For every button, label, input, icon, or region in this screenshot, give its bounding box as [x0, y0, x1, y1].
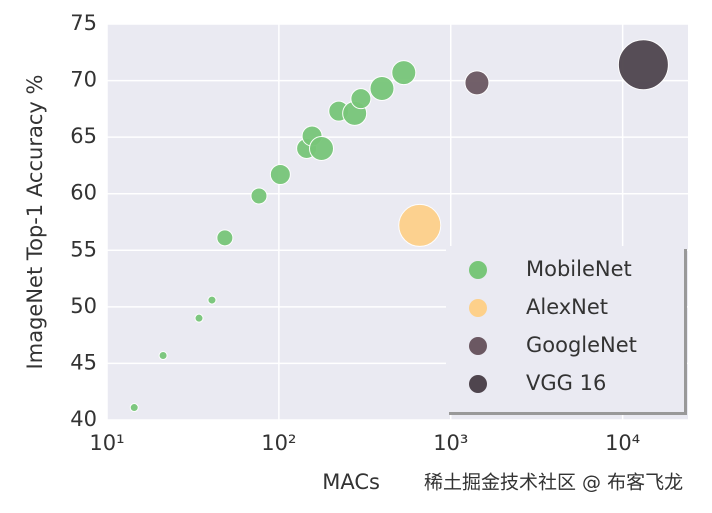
legend-label: AlexNet	[526, 295, 608, 319]
legend-label: VGG 16	[526, 371, 606, 395]
y-tick-label: 50	[70, 294, 97, 318]
watermark: 稀土掘金技术社区 @ 布客飞龙	[424, 472, 683, 494]
legend-marker	[469, 375, 487, 393]
legend-label: GoogleNet	[526, 333, 637, 357]
point	[398, 203, 442, 247]
y-tick-label: 40	[70, 407, 97, 431]
point	[194, 313, 204, 323]
point	[129, 403, 139, 413]
legend-label: MobileNet	[526, 257, 632, 281]
y-axis-label: ImageNet Top-1 Accuracy %	[23, 75, 47, 370]
x-axis-label: MACs	[322, 470, 380, 494]
point	[350, 88, 372, 110]
point	[158, 351, 168, 361]
legend-marker	[469, 261, 487, 279]
x-tick-label: 10³	[433, 431, 468, 455]
point	[391, 60, 417, 86]
point	[216, 229, 234, 247]
point	[269, 163, 291, 185]
x-tick-label: 10²	[261, 431, 296, 455]
x-tick-label: 10⁴	[605, 431, 640, 455]
y-tick-label: 65	[70, 124, 97, 148]
point	[464, 70, 490, 96]
legend-marker	[469, 337, 487, 355]
point	[309, 135, 335, 161]
y-tick-label: 55	[70, 237, 97, 261]
point	[617, 39, 669, 91]
y-tick-label: 60	[70, 181, 97, 205]
legend-marker	[469, 299, 487, 317]
x-tick-label: 10¹	[89, 431, 124, 455]
y-tick-label: 70	[70, 68, 97, 92]
point	[207, 295, 217, 305]
point	[250, 187, 268, 205]
point	[369, 75, 395, 101]
y-tick-label: 45	[70, 350, 97, 374]
y-tick-label: 75	[70, 11, 97, 35]
